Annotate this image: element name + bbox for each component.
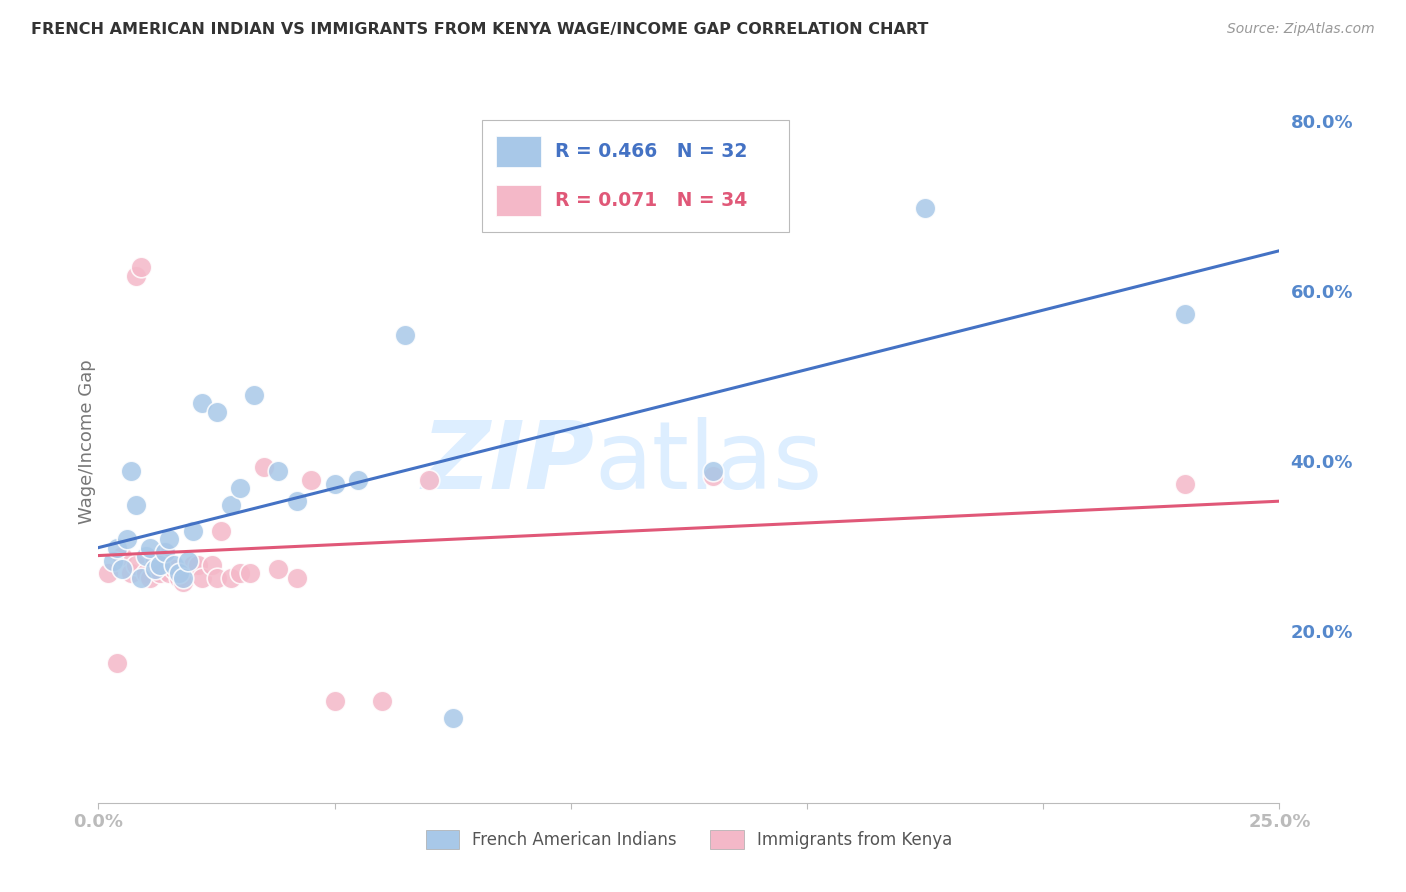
Point — [135, 566, 157, 581]
Point — [143, 553, 166, 567]
Point — [191, 570, 214, 584]
Point — [187, 558, 209, 572]
Point — [285, 494, 308, 508]
Y-axis label: Wage/Income Gap: Wage/Income Gap — [79, 359, 96, 524]
Point — [111, 562, 134, 576]
Point — [153, 545, 176, 559]
Point — [191, 396, 214, 410]
Point — [441, 711, 464, 725]
Point — [157, 566, 180, 581]
Text: FRENCH AMERICAN INDIAN VS IMMIGRANTS FROM KENYA WAGE/INCOME GAP CORRELATION CHAR: FRENCH AMERICAN INDIAN VS IMMIGRANTS FRO… — [31, 22, 928, 37]
Point — [153, 545, 176, 559]
Point — [163, 562, 186, 576]
Point — [201, 558, 224, 572]
Point — [101, 553, 124, 567]
FancyBboxPatch shape — [482, 120, 789, 232]
Point — [115, 533, 138, 547]
Point — [172, 574, 194, 589]
Point — [181, 524, 204, 538]
Point — [243, 388, 266, 402]
Point — [111, 549, 134, 564]
Point — [229, 566, 252, 581]
Text: R = 0.071   N = 34: R = 0.071 N = 34 — [555, 191, 748, 211]
Point — [172, 570, 194, 584]
Point — [702, 468, 724, 483]
Point — [702, 464, 724, 478]
Point — [253, 460, 276, 475]
Point — [143, 562, 166, 576]
Legend: French American Indians, Immigrants from Kenya: French American Indians, Immigrants from… — [419, 823, 959, 856]
Point — [371, 694, 394, 708]
Text: ZIP: ZIP — [422, 417, 595, 509]
Point — [121, 566, 143, 581]
FancyBboxPatch shape — [496, 136, 541, 167]
Point — [181, 558, 204, 572]
Point — [163, 558, 186, 572]
Point — [323, 477, 346, 491]
Point — [121, 464, 143, 478]
Point — [229, 481, 252, 495]
Point — [209, 524, 232, 538]
Point — [149, 558, 172, 572]
Point — [125, 498, 148, 512]
Text: Source: ZipAtlas.com: Source: ZipAtlas.com — [1227, 22, 1375, 37]
Text: 40.0%: 40.0% — [1291, 454, 1353, 472]
Point — [205, 570, 228, 584]
Point — [157, 533, 180, 547]
Point — [299, 473, 322, 487]
Point — [285, 570, 308, 584]
Point — [149, 566, 172, 581]
Point — [125, 268, 148, 283]
Point — [177, 553, 200, 567]
Point — [139, 541, 162, 555]
FancyBboxPatch shape — [496, 186, 541, 216]
Point — [139, 570, 162, 584]
Point — [219, 570, 242, 584]
Point — [267, 464, 290, 478]
Text: atlas: atlas — [595, 417, 823, 509]
Text: R = 0.466   N = 32: R = 0.466 N = 32 — [555, 142, 748, 161]
Point — [347, 473, 370, 487]
Text: 20.0%: 20.0% — [1291, 624, 1353, 642]
Point — [1174, 307, 1197, 321]
Point — [135, 549, 157, 564]
Text: 80.0%: 80.0% — [1291, 114, 1353, 132]
Point — [129, 570, 152, 584]
Point — [205, 405, 228, 419]
Point — [125, 558, 148, 572]
Point — [129, 260, 152, 275]
Point — [394, 328, 416, 343]
Point — [97, 566, 120, 581]
Point — [914, 201, 936, 215]
Point — [105, 541, 128, 555]
Point — [219, 498, 242, 512]
Point — [323, 694, 346, 708]
Point — [239, 566, 262, 581]
Text: 60.0%: 60.0% — [1291, 284, 1353, 301]
Point — [267, 562, 290, 576]
Point — [167, 570, 190, 584]
Point — [105, 656, 128, 670]
Point — [167, 566, 190, 581]
Point — [1174, 477, 1197, 491]
Point — [418, 473, 440, 487]
